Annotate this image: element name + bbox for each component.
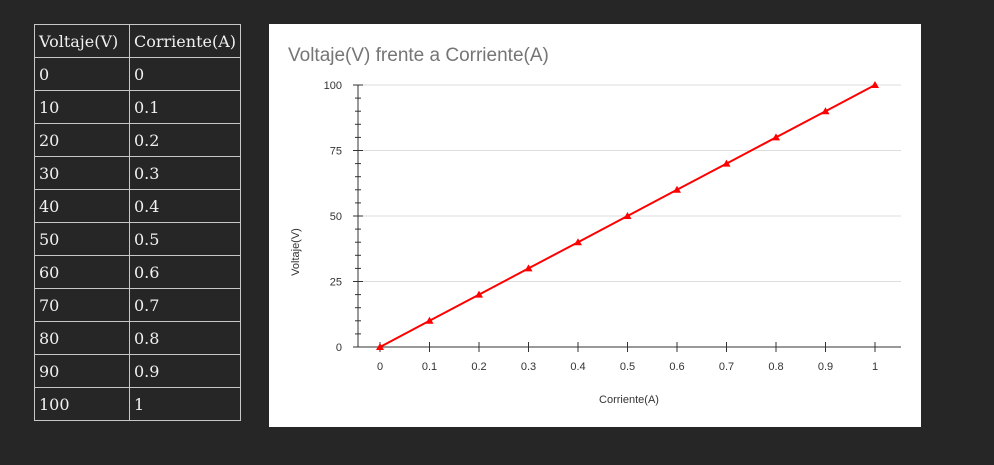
current-cell: 0.2 [129, 123, 241, 157]
y-tick-label: 50 [330, 211, 342, 223]
table-row: 100 1 [34, 387, 241, 421]
table-row: 30 0.3 [34, 156, 241, 190]
voltage-cell: 80 [34, 321, 130, 355]
current-cell: 0.5 [129, 222, 241, 256]
x-tick-label: 0.4 [570, 361, 585, 373]
x-tick-label: 0.9 [818, 361, 833, 373]
voltage-cell: 60 [34, 255, 130, 289]
x-tick-label: 0.5 [620, 361, 635, 373]
x-tick-label: 0.7 [719, 361, 734, 373]
y-tick-label: 75 [330, 146, 342, 158]
current-cell: 0.6 [129, 255, 241, 289]
chart-title: Voltaje(V) frente a Corriente(A) [288, 45, 549, 66]
table-row: 40 0.4 [34, 189, 241, 223]
y-tick-label: 0 [336, 342, 342, 354]
column-header: Corriente(A) [129, 24, 241, 58]
data-point-marker [475, 290, 483, 298]
x-tick-label: 0 [377, 361, 383, 373]
table-row: 80 0.8 [34, 321, 241, 355]
data-point-marker [574, 238, 582, 246]
current-cell: 0.3 [129, 156, 241, 190]
data-point-marker [623, 212, 632, 219]
line-chart: Voltaje(V) frente a Corriente(A) Corrien… [288, 45, 901, 406]
voltage-cell: 30 [34, 156, 130, 190]
voltage-cell: 0 [34, 57, 130, 91]
data-point-marker [524, 264, 533, 272]
voltage-cell: 50 [34, 222, 130, 256]
table-row: 10 0.1 [34, 90, 241, 124]
voltage-cell: 90 [34, 354, 130, 388]
table-row: 20 0.2 [34, 123, 241, 157]
x-tick-label: 0.6 [669, 361, 684, 373]
current-cell: 0 [129, 57, 241, 91]
data-point-marker [821, 107, 830, 115]
current-cell: 0.9 [129, 354, 241, 388]
voltage-cell: 100 [34, 387, 130, 421]
table-row: 60 0.6 [34, 255, 241, 289]
data-point-marker [673, 185, 681, 193]
data-point-marker [871, 81, 879, 88]
current-cell: 0.8 [129, 321, 241, 355]
current-cell: 0.7 [129, 288, 241, 322]
current-cell: 0.4 [129, 189, 241, 223]
y-tick-label: 100 [324, 80, 342, 92]
column-header: Voltaje(V) [34, 24, 130, 58]
x-tick-label: 0.1 [422, 361, 437, 373]
y-tick-label: 25 [330, 277, 342, 289]
x-tick-label: 1 [872, 361, 878, 373]
data-point-marker [425, 316, 434, 324]
y-axis-label: Voltaje(V) [290, 228, 302, 276]
data-point-marker [772, 133, 780, 141]
data-point-marker [376, 343, 384, 350]
voltage-cell: 70 [34, 288, 130, 322]
current-cell: 0.1 [129, 90, 241, 124]
table-row: 90 0.9 [34, 354, 241, 388]
table-header-row: Voltaje(V) Corriente(A) [34, 24, 241, 58]
current-cell: 1 [129, 387, 241, 421]
voltage-cell: 40 [34, 189, 130, 223]
voltage-cell: 20 [34, 123, 130, 157]
x-tick-label: 0.3 [521, 361, 536, 373]
voltage-cell: 10 [34, 90, 130, 124]
chart-panel: Voltaje(V) frente a Corriente(A) Corrien… [269, 24, 921, 427]
x-tick-label: 0.8 [768, 361, 783, 373]
x-axis-label: Corriente(A) [599, 394, 659, 406]
data-table: Voltaje(V) Corriente(A) 0 0 10 0.1 20 0.2 30 0.… [34, 24, 241, 421]
x-tick-label: 0.2 [471, 361, 486, 373]
table-row: 70 0.7 [34, 288, 241, 322]
table-row: 50 0.5 [34, 222, 241, 256]
data-point-marker [722, 159, 731, 167]
